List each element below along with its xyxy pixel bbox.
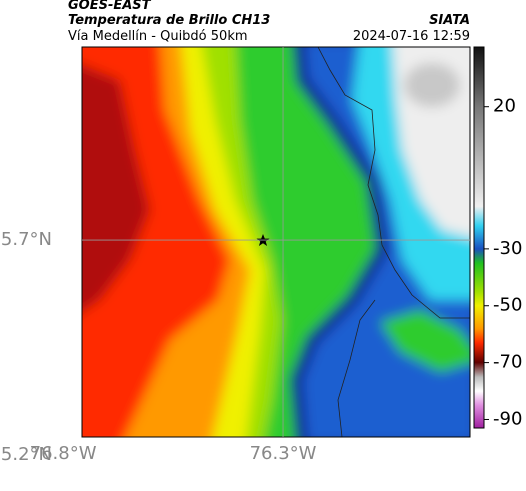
plot-frame (81, 46, 471, 438)
agency: SIATA (429, 13, 470, 28)
colorbar-tick-label: -50 (493, 295, 522, 316)
colorbar-tick-label: -30 (493, 238, 522, 259)
y-tick-label: 5.7°N (1, 229, 52, 250)
x-tick-label: 76.8°W (30, 443, 97, 464)
colorbar (473, 46, 485, 429)
y-tick-label: 5.2°N (1, 444, 52, 465)
x-tick-label: 76.3°W (250, 443, 317, 464)
timestamp: 2024-07-16 12:59 (353, 29, 470, 44)
title: GOES-EAST (68, 0, 152, 13)
colorbar-tick-label: 20 (493, 96, 516, 117)
brightness-field (82, 47, 470, 437)
subtitle: Temperatura de Brillo CH13 (68, 13, 270, 28)
colorbar-tick-label: -90 (493, 408, 522, 429)
colorbar-tick-label: -70 (493, 352, 522, 373)
route: Vía Medellín - Quibdó 50km (68, 29, 248, 44)
